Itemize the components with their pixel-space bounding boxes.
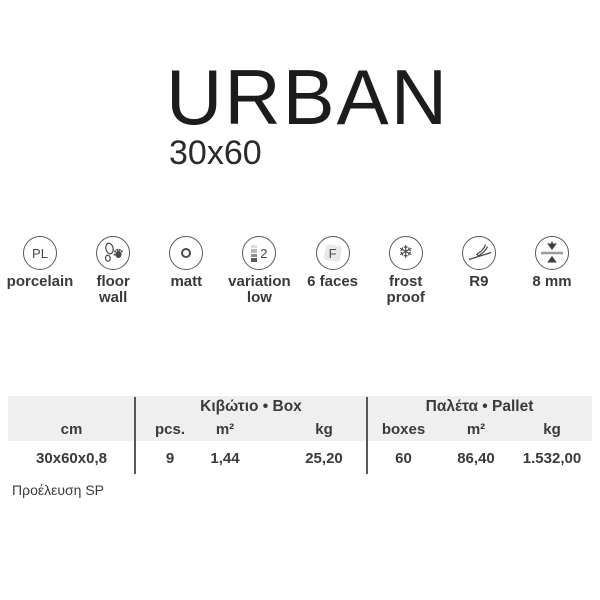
table-cell-kg-pallet: 1.532,00 bbox=[522, 450, 582, 467]
feature-label: variation bbox=[228, 273, 291, 290]
feature-icons-row: PL porcelain flo bbox=[4, 236, 588, 306]
feature-label: porcelain bbox=[6, 273, 74, 290]
packaging-table: Κιβώτιο • Box Παλέτα • Pallet cm pcs. m²… bbox=[8, 396, 592, 476]
table-divider-left bbox=[134, 397, 136, 474]
table-cell-m2-box: 1,44 bbox=[210, 450, 240, 467]
thickness-icon bbox=[534, 236, 569, 270]
feature-label: matt bbox=[170, 273, 203, 290]
variation-icon-text: 2 bbox=[260, 245, 268, 261]
table-cell-boxes: 60 bbox=[395, 450, 412, 467]
col-header-boxes: boxes bbox=[381, 421, 426, 438]
table-divider-right bbox=[366, 397, 368, 474]
feature-frost-proof: ❄ frost proof bbox=[370, 236, 442, 306]
floor-wall-icon bbox=[96, 236, 131, 270]
faces-icon-text: F bbox=[328, 245, 337, 261]
feature-r9: R9 bbox=[443, 236, 515, 306]
snowflake-glyph: ❄ bbox=[398, 242, 414, 263]
feature-label: 6 faces bbox=[307, 273, 358, 290]
matt-icon bbox=[169, 236, 204, 270]
origin-note: Προέλευση SP bbox=[12, 482, 104, 498]
table-cell-cm: 30x60x0,8 bbox=[36, 450, 107, 467]
feature-label-line2: low bbox=[246, 289, 272, 306]
feature-label: frost proof bbox=[386, 273, 425, 306]
table-header-background bbox=[8, 396, 592, 441]
feature-porcelain: PL porcelain bbox=[4, 236, 76, 306]
page-title: URBAN bbox=[166, 53, 450, 141]
feature-8mm: 8 mm bbox=[516, 236, 588, 306]
variation-shade-bars bbox=[251, 244, 258, 262]
faces-icon: F bbox=[315, 236, 350, 270]
table-cell-kg-box: 25,20 bbox=[305, 450, 343, 467]
feature-label: R9 bbox=[469, 273, 489, 290]
variation-icon: 2 bbox=[242, 236, 277, 270]
page-subtitle: 30x60 bbox=[169, 134, 262, 172]
thickness-gauge-glyph bbox=[540, 241, 563, 263]
porcelain-icon: PL bbox=[23, 236, 57, 270]
foot-on-ramp-glyph bbox=[468, 244, 492, 261]
feature-6-faces: F 6 faces bbox=[297, 236, 369, 306]
col-header-m2-box: m² bbox=[215, 421, 235, 438]
col-header-m2-pallet: m² bbox=[466, 421, 486, 438]
feature-matt: matt bbox=[150, 236, 222, 306]
slip-rating-icon bbox=[461, 236, 496, 270]
feature-label-line2: wall bbox=[98, 289, 128, 306]
snowflake-icon: ❄ bbox=[388, 236, 423, 270]
pallet-section-header: Παλέτα • Pallet bbox=[425, 398, 534, 415]
col-header-kg-pallet: kg bbox=[543, 421, 561, 438]
table-cell-m2-pallet: 86,40 bbox=[457, 450, 495, 467]
feature-variation-low: 2 variation low bbox=[223, 236, 295, 306]
col-header-pcs: pcs. bbox=[154, 421, 185, 438]
feature-label: floor bbox=[96, 273, 130, 290]
col-header-kg-box: kg bbox=[315, 421, 333, 438]
feature-floor-wall: floor wall bbox=[77, 236, 149, 306]
footprint-hand-glyph bbox=[105, 242, 123, 262]
spacer-cell bbox=[8, 396, 135, 418]
porcelain-icon-text: PL bbox=[32, 245, 48, 261]
box-section-header: Κιβώτιο • Box bbox=[200, 398, 302, 415]
matt-dot-glyph bbox=[181, 248, 192, 258]
feature-label: 8 mm bbox=[532, 273, 572, 290]
table-cell-pcs: 9 bbox=[165, 450, 175, 467]
col-header-cm: cm bbox=[60, 421, 83, 438]
